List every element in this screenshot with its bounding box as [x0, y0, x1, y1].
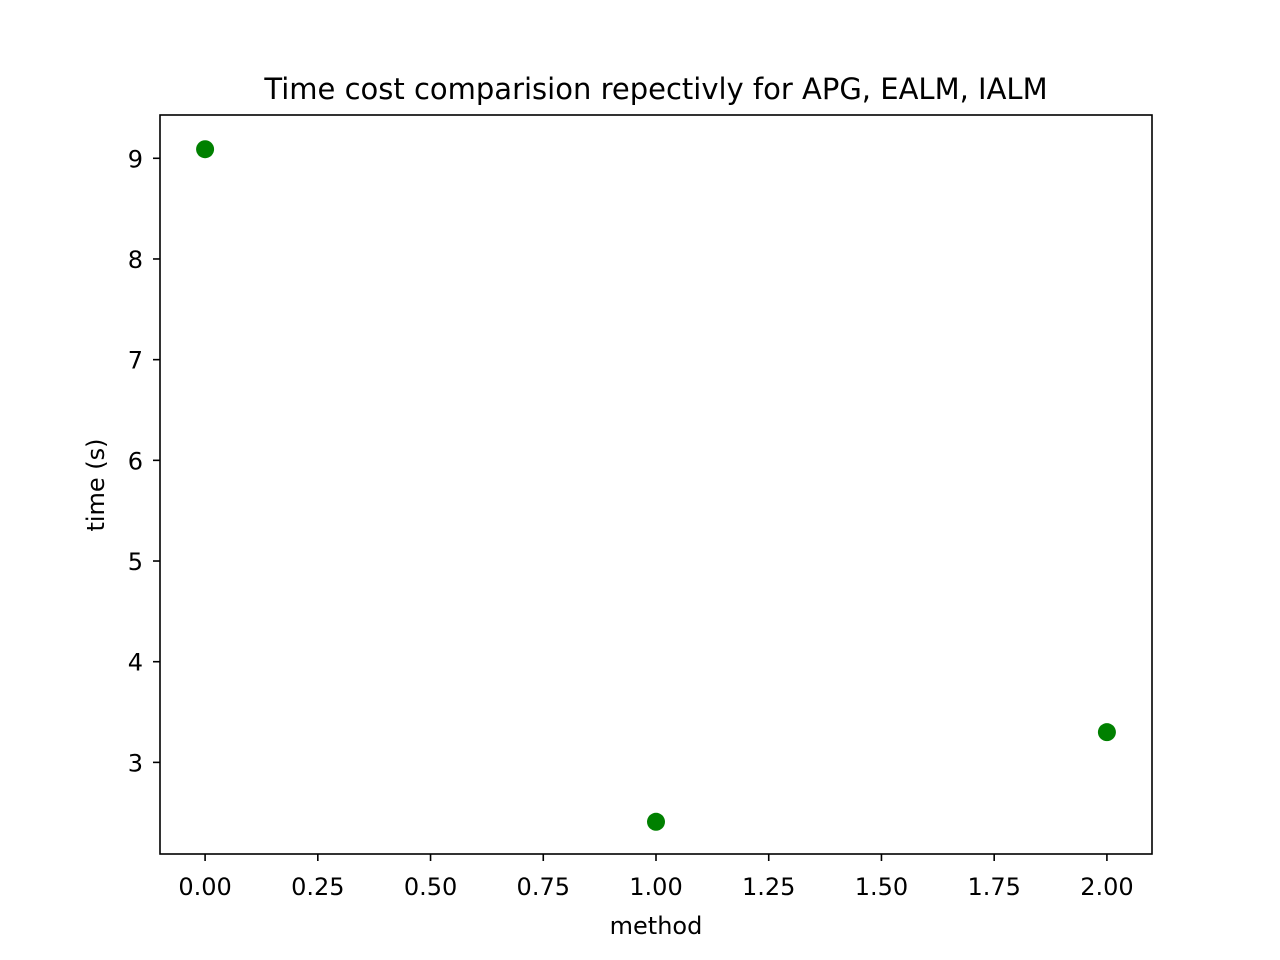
x-tick-label: 1.75	[967, 873, 1020, 901]
x-tick-label: 0.75	[517, 873, 570, 901]
data-point	[647, 812, 665, 831]
x-axis-label: method	[610, 912, 703, 940]
x-tick-label: 2.00	[1080, 873, 1133, 901]
x-axis-ticks: 0.00 0.25 0.50 0.75 1.00 1.25 1.50 1.75 2.00	[178, 854, 1134, 901]
y-tick-label: 3	[128, 749, 143, 777]
y-axis-label: time (s)	[82, 438, 110, 531]
x-tick-label: 0.25	[291, 873, 344, 901]
chart-title: Time cost comparision repectivly for APG…	[263, 72, 1047, 106]
x-tick-label: 1.25	[742, 873, 795, 901]
y-tick-label: 6	[128, 447, 143, 475]
y-tick-label: 9	[128, 145, 143, 173]
plot-area-frame	[159, 114, 1153, 855]
y-tick-label: 8	[128, 246, 143, 274]
y-tick-label: 5	[128, 548, 143, 576]
data-point	[1097, 723, 1116, 742]
x-tick-label: 1.00	[629, 873, 682, 901]
data-point	[196, 140, 215, 159]
x-tick-label: 0.50	[404, 873, 457, 901]
x-tick-label: 1.50	[855, 873, 908, 901]
x-tick-label: 0.00	[178, 873, 231, 901]
data-points	[196, 140, 1116, 831]
y-tick-label: 4	[128, 649, 143, 677]
y-tick-label: 7	[128, 347, 143, 375]
y-axis-ticks: 3 4 5 6 7 8 9	[128, 145, 160, 777]
